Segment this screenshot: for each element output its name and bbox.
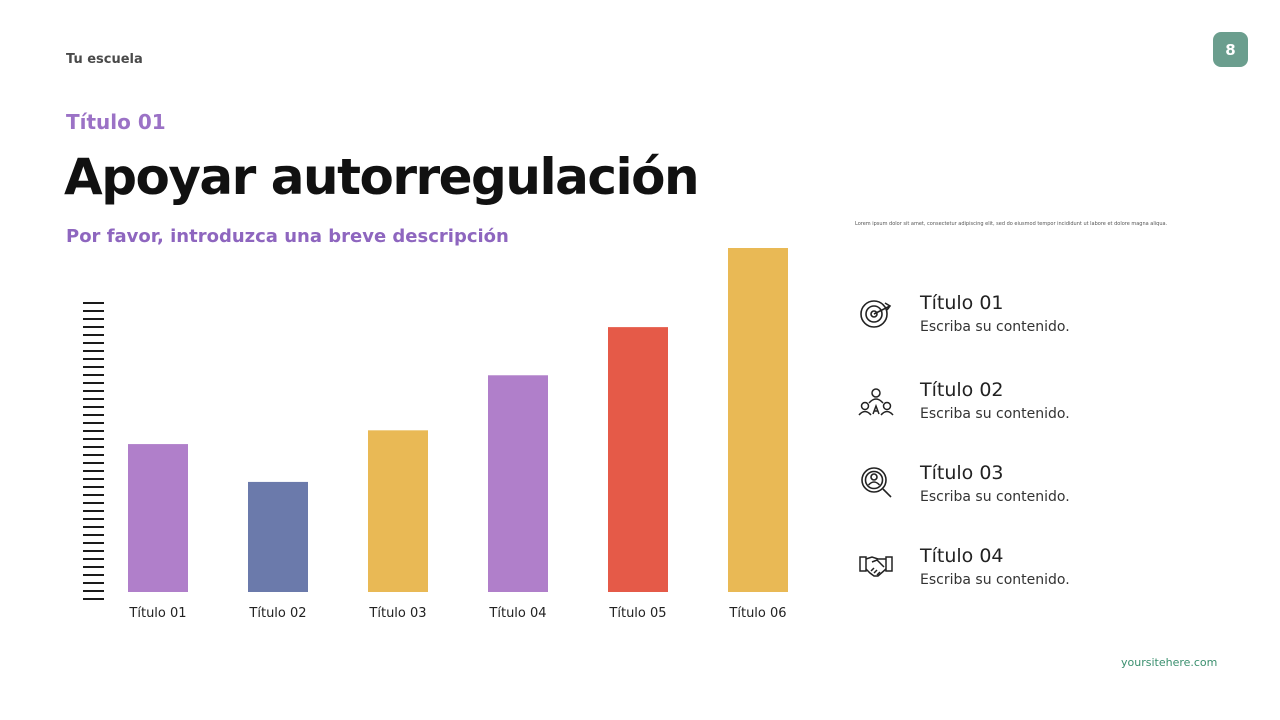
x-tick-label: Título 06 bbox=[728, 606, 786, 621]
list-item: Título 01 Escriba su contenido. bbox=[858, 290, 1218, 340]
x-tick-label: Título 04 bbox=[488, 606, 546, 621]
lorem-text: Lorem ipsum dolor sit amet, consectetur … bbox=[855, 221, 1168, 227]
school-name: Tu escuela bbox=[66, 52, 143, 67]
x-tick-label: Título 05 bbox=[608, 606, 666, 621]
item-title: Título 01 bbox=[920, 292, 1004, 314]
website-link[interactable]: yoursitehere.com bbox=[1121, 656, 1218, 669]
bar-4 bbox=[488, 375, 548, 592]
bar-2 bbox=[248, 481, 308, 592]
bar-6 bbox=[728, 248, 788, 592]
team-icon bbox=[858, 388, 894, 416]
bar-3 bbox=[368, 430, 428, 592]
list-item: Título 03 Escriba su contenido. bbox=[858, 460, 1218, 510]
x-tick-label: Título 03 bbox=[368, 606, 426, 621]
bar-chart: Título 01 Título 02 Título 03 Título 04 Títu… bbox=[83, 248, 788, 621]
bar-5 bbox=[608, 327, 668, 592]
item-text: Escriba su contenido. bbox=[920, 489, 1070, 505]
kicker: Título 01 bbox=[66, 110, 166, 134]
item-text: Escriba su contenido. bbox=[920, 319, 1070, 335]
item-title: Título 03 bbox=[920, 462, 1004, 484]
bar-1 bbox=[128, 444, 188, 592]
item-title: Título 02 bbox=[920, 379, 1004, 401]
x-tick-label: Título 02 bbox=[248, 606, 306, 621]
x-tick-label: Título 01 bbox=[128, 606, 186, 621]
page-number-badge: 8 bbox=[1213, 32, 1248, 67]
item-text: Escriba su contenido. bbox=[920, 406, 1070, 422]
item-text: Escriba su contenido. bbox=[920, 572, 1070, 588]
item-title: Título 04 bbox=[920, 545, 1004, 567]
page-title: Apoyar autorregulación bbox=[64, 148, 700, 206]
subtitle: Por favor, introduzca una breve descripc… bbox=[66, 226, 509, 247]
list-item: Título 02 Escriba su contenido. bbox=[858, 377, 1218, 427]
list-item: Título 04 Escriba su contenido. bbox=[858, 543, 1218, 593]
handshake-icon bbox=[859, 556, 893, 577]
search-person-icon bbox=[861, 467, 892, 498]
ruler-decoration bbox=[83, 302, 104, 600]
target-icon bbox=[860, 300, 892, 328]
